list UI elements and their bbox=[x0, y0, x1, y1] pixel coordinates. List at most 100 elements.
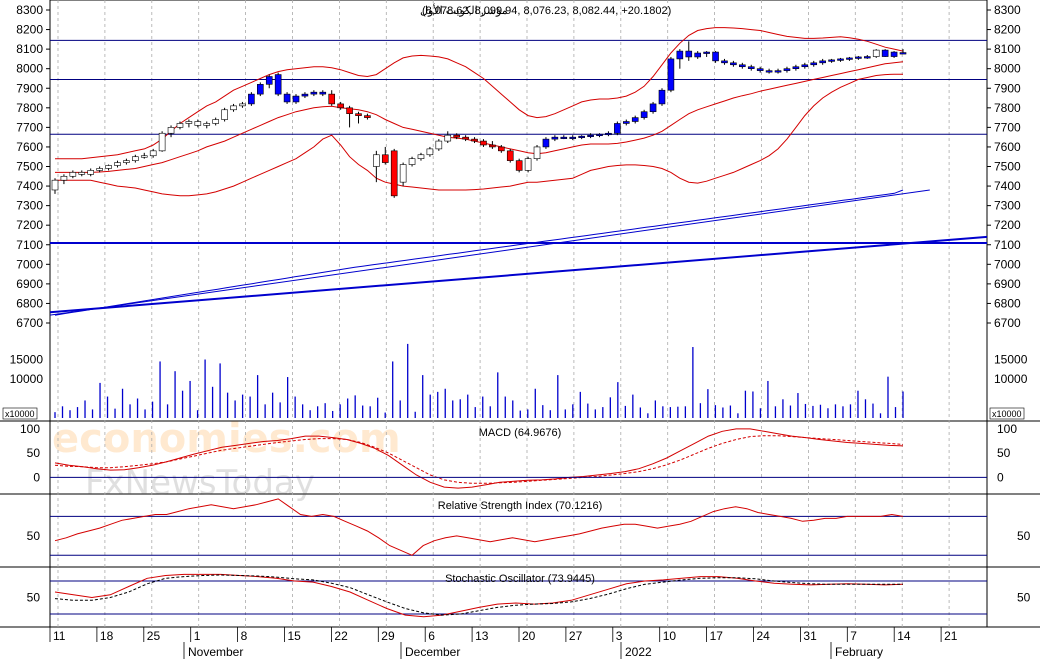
horizontal-levels bbox=[50, 39, 987, 135]
candle-body bbox=[346, 107, 353, 114]
candle-body bbox=[578, 135, 585, 138]
candle-body bbox=[739, 64, 746, 68]
candle-body bbox=[658, 89, 666, 105]
macd-tick-right: 100 bbox=[997, 422, 1017, 436]
candle-body bbox=[783, 68, 791, 71]
volume-unit-label: x10000 bbox=[5, 409, 35, 419]
candle-body bbox=[685, 50, 693, 58]
candle-body bbox=[132, 156, 139, 161]
watermark-line1: economies.com bbox=[52, 416, 401, 462]
candle-body bbox=[756, 68, 764, 71]
price-tick-left: 7200 bbox=[16, 218, 43, 232]
long-moving-average bbox=[54, 189, 904, 316]
stochastic-k-line bbox=[54, 573, 904, 618]
macd-line bbox=[54, 428, 904, 489]
candle-body bbox=[239, 103, 246, 107]
bollinger-lower bbox=[55, 73, 903, 197]
day-label: 1 bbox=[194, 629, 201, 643]
volume-unit-box bbox=[2, 407, 38, 420]
bollinger-upper bbox=[55, 27, 904, 160]
price-tick-right: 8300 bbox=[994, 3, 1021, 17]
day-label: 25 bbox=[147, 629, 161, 643]
rsi-tick-left: 50 bbox=[27, 529, 41, 543]
chart-title: مؤشر الكويت الأول bbox=[420, 3, 508, 17]
long-ma-line bbox=[54, 189, 904, 316]
bollinger-bands bbox=[55, 27, 904, 197]
candle-body bbox=[524, 158, 532, 171]
candle-body bbox=[863, 56, 871, 59]
price-tick-left: 6700 bbox=[16, 316, 43, 330]
candle-body bbox=[105, 165, 112, 169]
candle-body bbox=[881, 49, 889, 57]
candle-body bbox=[765, 70, 773, 73]
day-label: 24 bbox=[757, 629, 771, 643]
candle-body bbox=[837, 58, 844, 61]
price-tick-left: 8000 bbox=[16, 62, 43, 76]
volume-tick-left: 10000 bbox=[10, 372, 44, 386]
candle-body bbox=[87, 170, 95, 175]
price-tick-right: 7800 bbox=[994, 101, 1021, 115]
candle-body bbox=[158, 132, 166, 152]
candle-body bbox=[149, 150, 157, 157]
candle-body bbox=[587, 134, 594, 137]
candle-body bbox=[614, 123, 621, 134]
candle-body bbox=[703, 51, 710, 54]
price-tick-right: 8100 bbox=[994, 42, 1021, 56]
day-label: 14 bbox=[897, 629, 911, 643]
candle-body bbox=[176, 123, 184, 128]
candle-body bbox=[471, 138, 478, 142]
month-label: November bbox=[188, 645, 243, 659]
candle-body bbox=[649, 103, 657, 113]
stochastic-d-line bbox=[54, 574, 903, 616]
day-label: 8 bbox=[241, 629, 248, 643]
month-label: December bbox=[405, 645, 460, 659]
volume-tick-right: 15000 bbox=[994, 353, 1028, 367]
candle-body bbox=[194, 121, 202, 126]
macd-tick-right: 50 bbox=[997, 446, 1011, 460]
candle-body bbox=[631, 117, 639, 122]
price-tick-right: 6900 bbox=[994, 277, 1021, 291]
candle-body bbox=[890, 51, 898, 57]
trendline bbox=[49, 235, 988, 314]
candle-body bbox=[551, 136, 559, 140]
candle-body bbox=[114, 162, 121, 166]
price-tick-right: 7200 bbox=[994, 218, 1021, 232]
candle-body bbox=[480, 140, 487, 146]
day-label: 6 bbox=[428, 629, 435, 643]
price-tick-left: 8200 bbox=[16, 23, 43, 37]
day-label: 18 bbox=[100, 629, 114, 643]
price-tick-left: 7000 bbox=[16, 257, 43, 271]
candle-body bbox=[506, 150, 514, 161]
price-tick-left: 7600 bbox=[16, 140, 43, 154]
macd-tick-left: 100 bbox=[20, 422, 40, 436]
macd-tick-left: 0 bbox=[33, 470, 40, 484]
candle-body bbox=[328, 93, 336, 105]
candle-body bbox=[248, 93, 255, 105]
candle-body bbox=[774, 70, 782, 73]
price-tick-right: 7000 bbox=[994, 257, 1021, 271]
price-tick-left: 7500 bbox=[16, 160, 43, 174]
candle-body bbox=[390, 150, 398, 197]
candle-body bbox=[515, 160, 523, 171]
price-tick-right: 7100 bbox=[994, 238, 1021, 252]
candle-body bbox=[230, 105, 237, 111]
candle-body bbox=[640, 111, 648, 118]
price-tick-left: 7800 bbox=[16, 101, 43, 115]
candle-body bbox=[364, 115, 371, 118]
volume-tick-left: 15000 bbox=[10, 353, 44, 367]
candle-body bbox=[283, 93, 291, 103]
price-tick-left: 7900 bbox=[16, 81, 43, 95]
chart-frame bbox=[0, 0, 1040, 628]
trendlines bbox=[49, 189, 988, 316]
day-label: 7 bbox=[850, 629, 857, 643]
stochastic-tick-left: 50 bbox=[27, 591, 41, 605]
price-tick-right: 8200 bbox=[994, 23, 1021, 37]
candle-body bbox=[292, 95, 300, 103]
rsi-line bbox=[54, 498, 904, 556]
volume-unit-box bbox=[989, 407, 1025, 420]
candle-body bbox=[212, 119, 219, 124]
price-tick-right: 6700 bbox=[994, 316, 1021, 330]
month-label: February bbox=[835, 645, 883, 659]
candle-body bbox=[872, 49, 880, 57]
price-tick-right: 7700 bbox=[994, 120, 1021, 134]
